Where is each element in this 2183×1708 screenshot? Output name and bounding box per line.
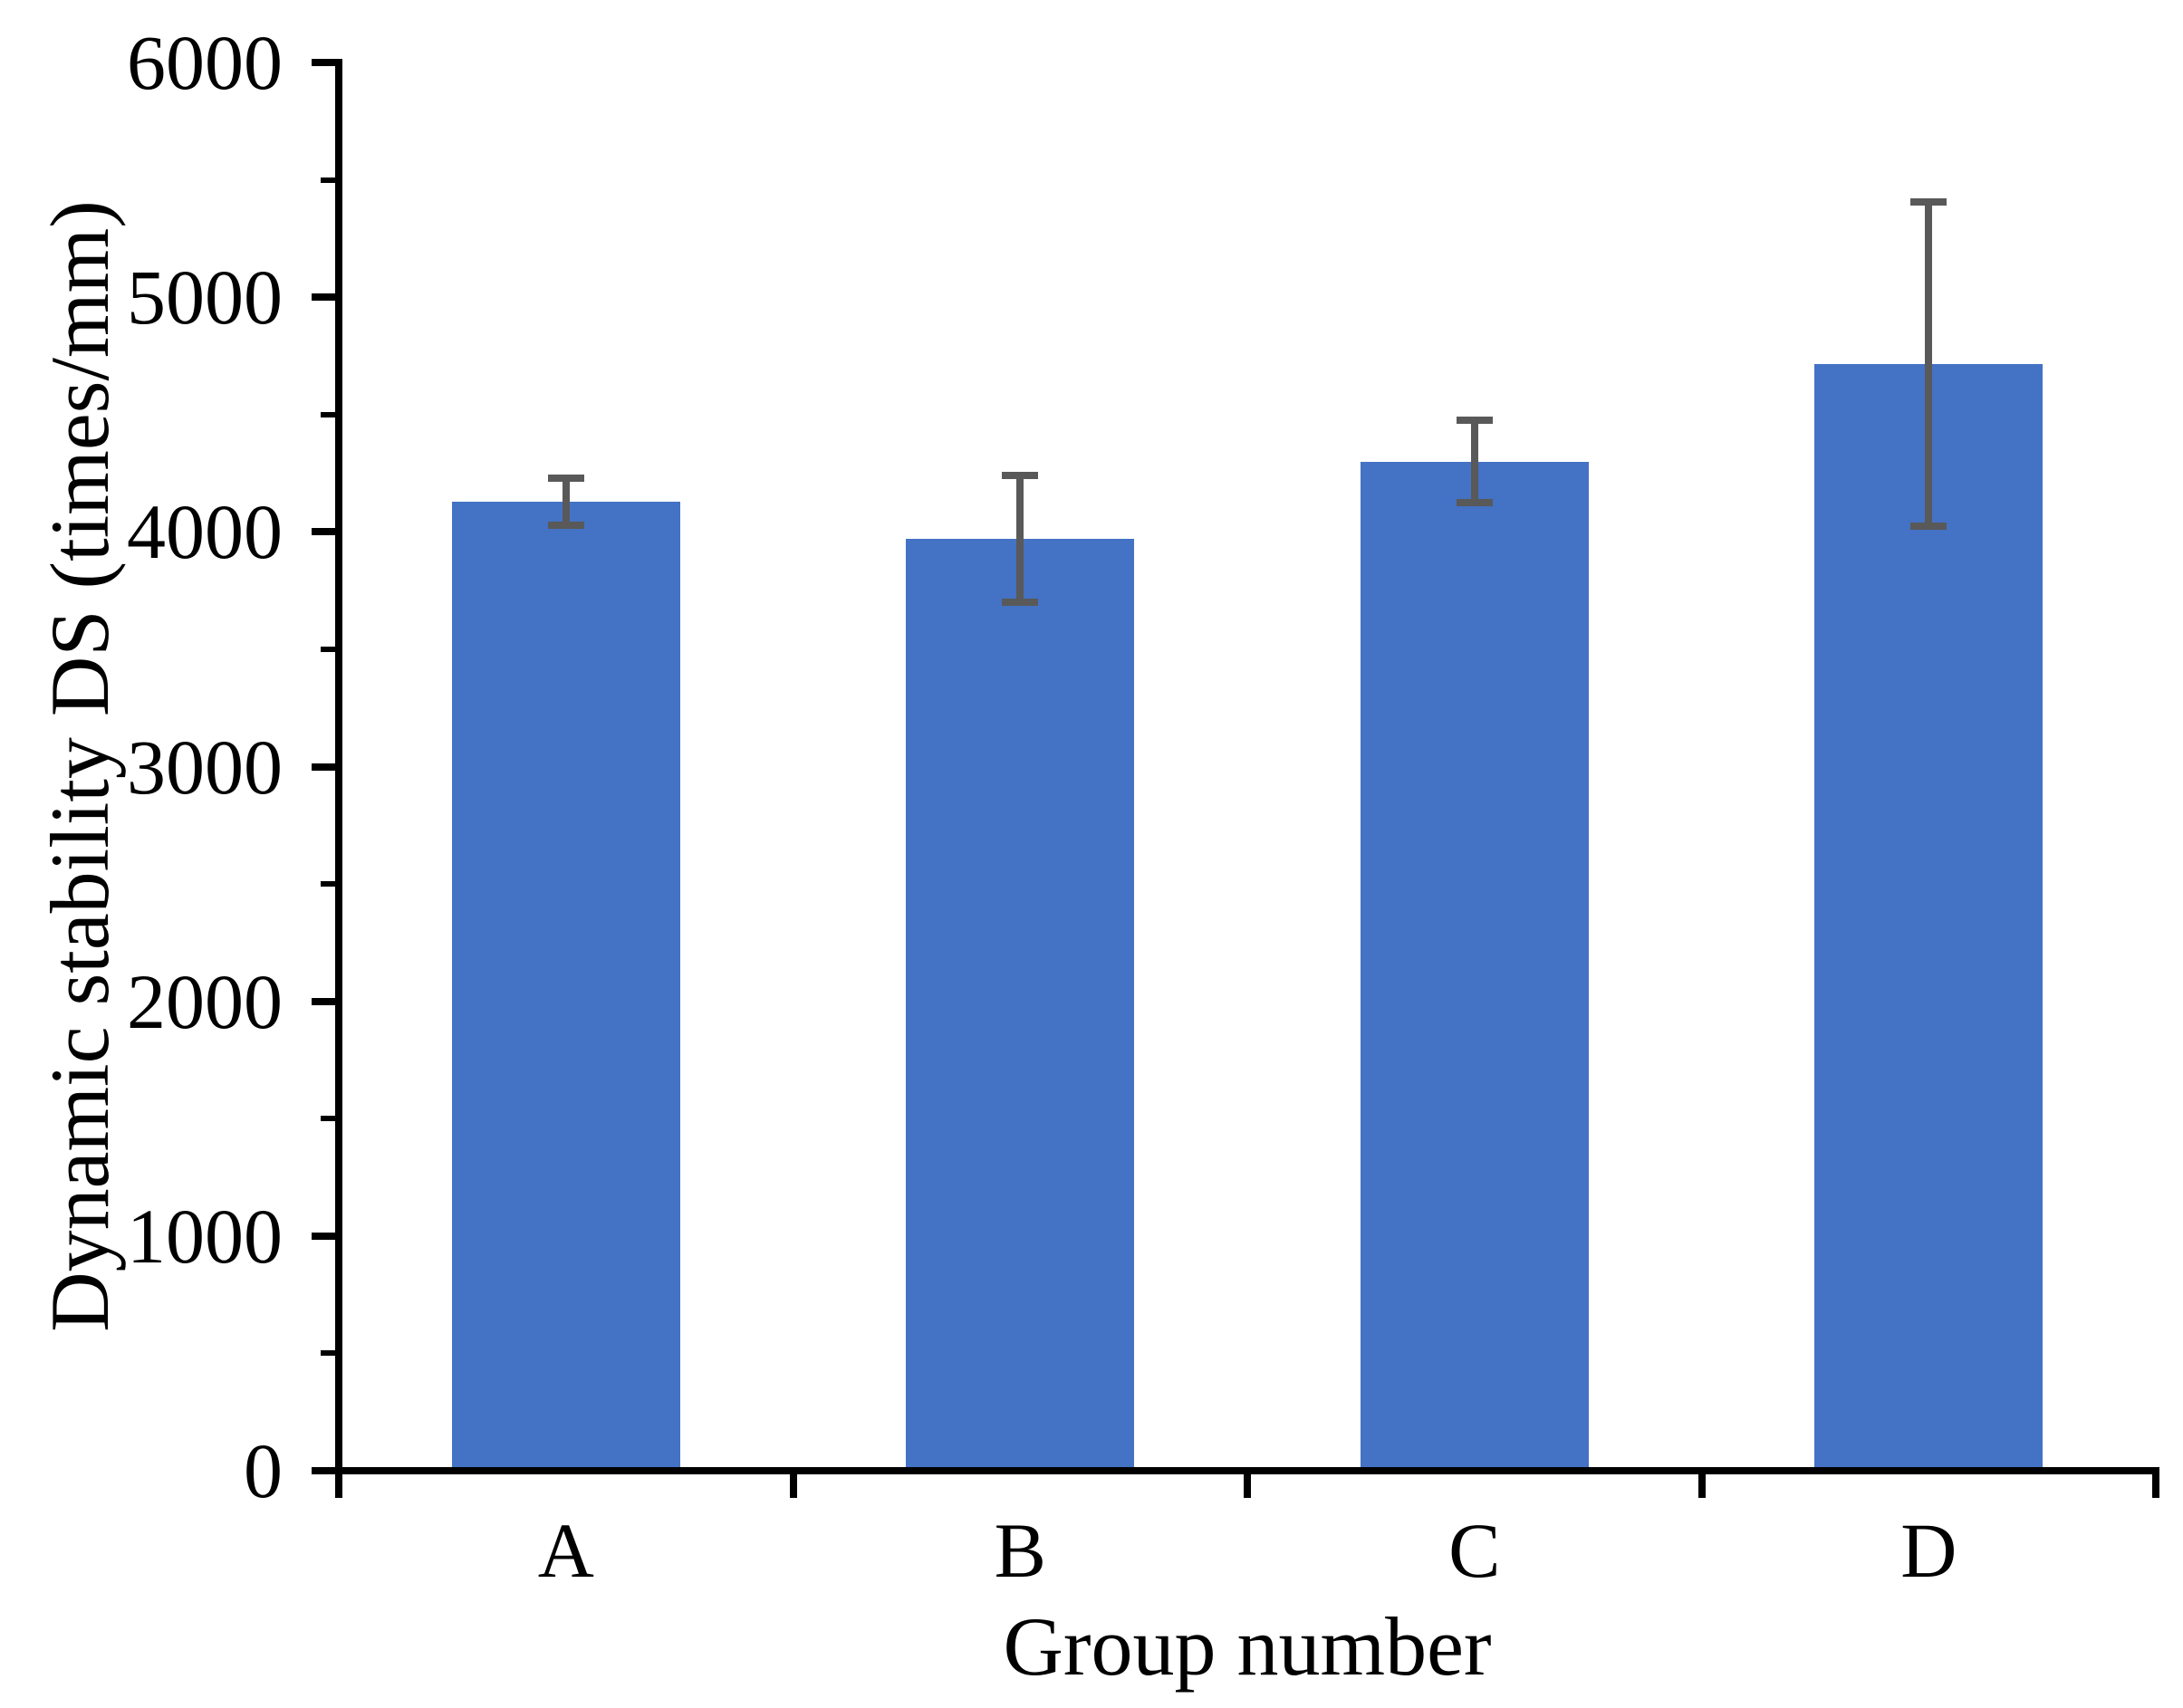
- y-tick-label: 1000: [127, 1192, 283, 1280]
- y-tick-label: 4000: [127, 488, 283, 576]
- y-major-tick: [312, 528, 335, 536]
- error-bar-cap-top: [1456, 417, 1493, 425]
- y-axis-line: [335, 59, 342, 1474]
- y-major-tick: [312, 763, 335, 771]
- error-bar-cap-top: [547, 474, 584, 482]
- error-bar-cap-bottom: [1002, 599, 1039, 607]
- y-tick-label: 2000: [127, 957, 283, 1045]
- y-major-tick: [312, 997, 335, 1005]
- y-tick-label: 5000: [127, 254, 283, 341]
- bar: [906, 539, 1135, 1467]
- x-tick: [1697, 1471, 1706, 1498]
- error-bar-cap-top: [1910, 198, 1947, 206]
- y-minor-tick: [321, 177, 335, 183]
- category-label: B: [994, 1507, 1046, 1594]
- error-bar-cap-top: [1002, 472, 1039, 480]
- bar: [1814, 364, 2044, 1467]
- y-tick-label: 0: [244, 1427, 283, 1514]
- y-minor-tick: [321, 646, 335, 652]
- category-label: D: [1900, 1507, 1957, 1594]
- y-minor-tick: [321, 881, 335, 888]
- bar: [451, 501, 680, 1467]
- error-bar-cap-bottom: [547, 521, 584, 529]
- y-tick-label: 6000: [127, 19, 283, 106]
- y-tick-label: 3000: [127, 723, 283, 811]
- y-minor-tick: [321, 411, 335, 417]
- x-tick: [1244, 1471, 1251, 1498]
- error-bar-line: [1016, 475, 1024, 603]
- x-tick: [789, 1471, 797, 1498]
- error-bar-cap-bottom: [1910, 522, 1947, 530]
- y-major-tick: [312, 293, 335, 302]
- y-minor-tick: [321, 1116, 335, 1122]
- y-major-tick: [312, 1232, 335, 1240]
- x-tick: [2152, 1471, 2159, 1498]
- error-bar-line: [562, 477, 570, 525]
- bar: [1360, 461, 1589, 1467]
- x-axis-title: Group number: [1003, 1600, 1492, 1693]
- category-label: C: [1448, 1507, 1501, 1594]
- error-bar-cap-bottom: [1456, 498, 1493, 506]
- y-minor-tick: [321, 1350, 335, 1357]
- error-bar-line: [1925, 202, 1933, 526]
- x-tick: [335, 1471, 342, 1498]
- category-label: A: [537, 1507, 594, 1594]
- y-major-tick: [312, 59, 335, 66]
- y-major-tick: [312, 1467, 335, 1474]
- error-bar-line: [1470, 420, 1478, 503]
